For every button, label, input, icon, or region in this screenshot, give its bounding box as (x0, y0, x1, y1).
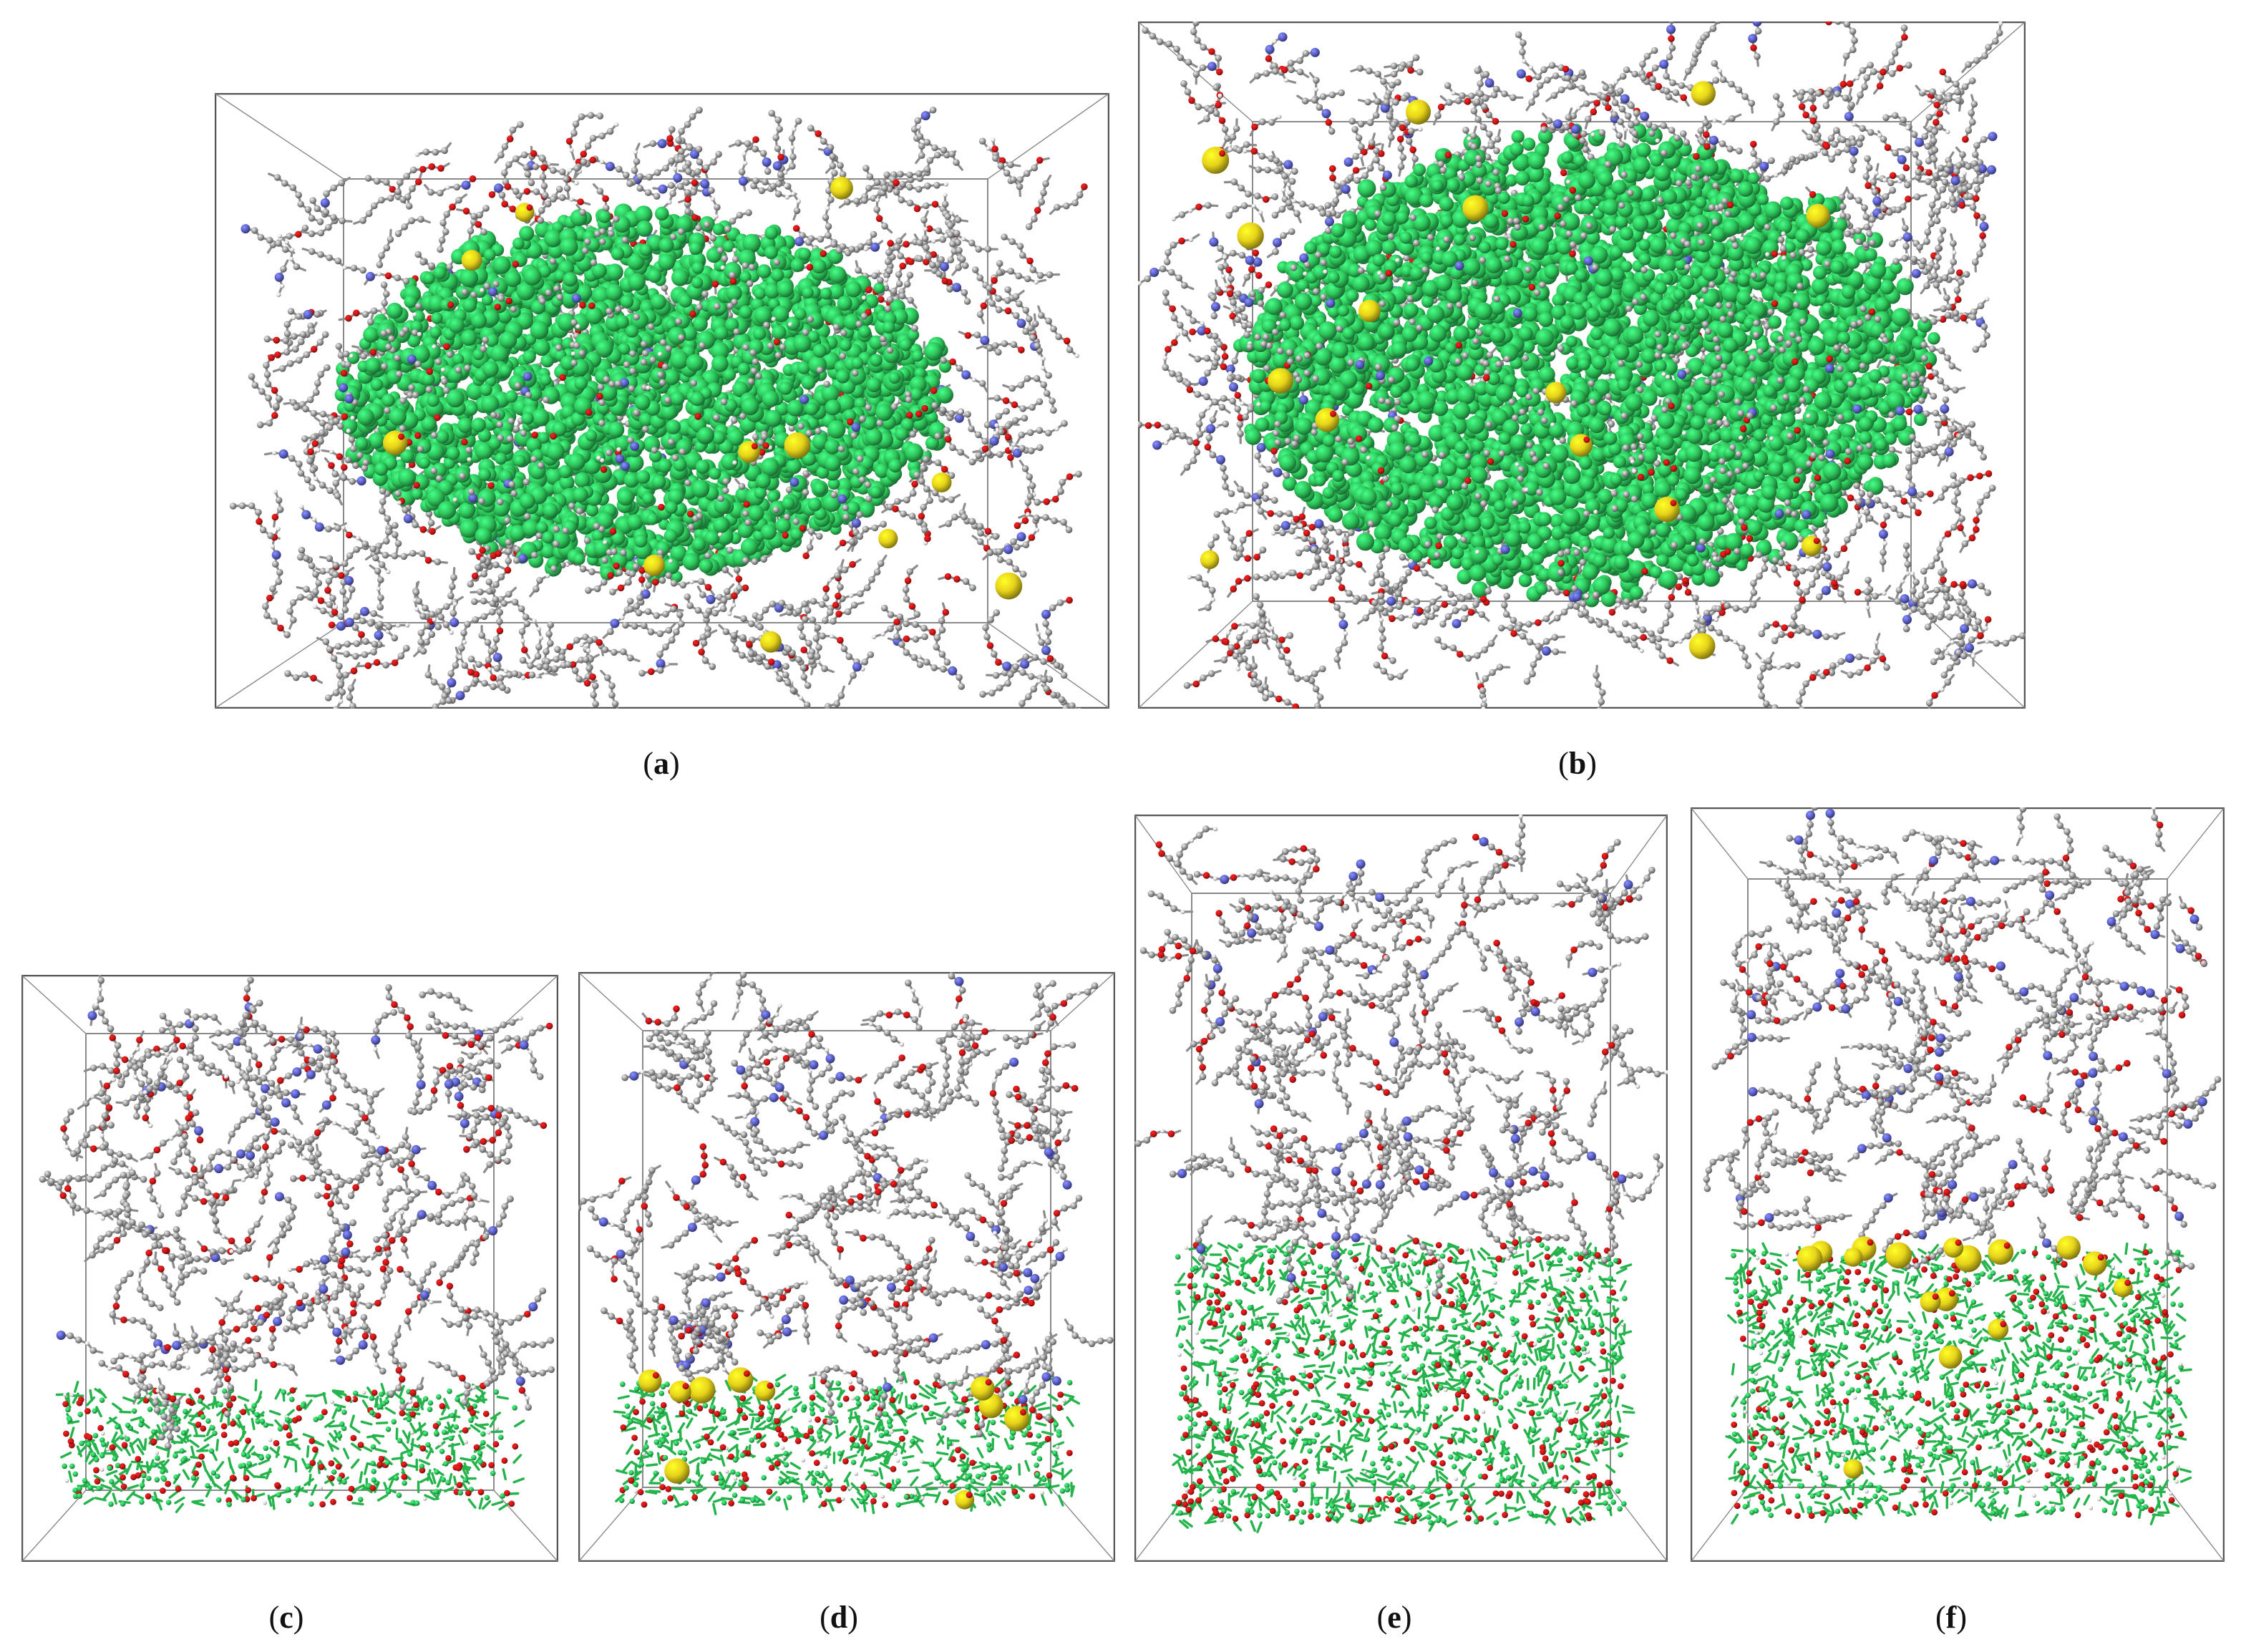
panel-e-caption: (e) (1323, 1602, 1466, 1633)
panel-d (578, 972, 1115, 1562)
panel-e (1134, 815, 1668, 1562)
simulation-box (578, 972, 1115, 1562)
panel-b-render (1138, 21, 2026, 709)
panel-e-render (1134, 815, 1668, 1562)
cation-sphere (638, 1369, 662, 1393)
polymer-atoms-front (1134, 815, 1668, 1305)
cation-sphere (970, 1376, 995, 1401)
cation-sphere (878, 528, 898, 549)
cation-sphere (1003, 1406, 1030, 1432)
panel-c-caption: (c) (215, 1602, 358, 1633)
cation-sphere (1358, 299, 1381, 322)
panel-f-render (1691, 807, 2225, 1562)
cation-sphere (1200, 550, 1220, 570)
substrate (1233, 122, 1940, 608)
cation-sphere (1237, 222, 1264, 250)
cation-sphere (1570, 434, 1593, 457)
cation-sphere (1806, 203, 1830, 228)
panel-d-label: d (830, 1600, 847, 1635)
panel-a (215, 93, 1109, 709)
polymer-atoms-front (1703, 807, 2222, 1270)
cation-sphere (1844, 1248, 1863, 1267)
cation-sphere (2082, 1251, 2107, 1276)
cation-sphere (1938, 1345, 1963, 1369)
cation-sphere (1268, 368, 1293, 394)
simulation-box (215, 93, 1109, 709)
cations (383, 176, 1023, 653)
cation-sphere (664, 1458, 690, 1484)
cations (1797, 1235, 2133, 1479)
cations (1200, 81, 1830, 659)
substrate (55, 1379, 525, 1513)
cation-sphere (1688, 633, 1716, 659)
polymer-bonds (578, 972, 1112, 1435)
polymer-atoms-front (39, 976, 555, 1449)
panel-a-label: a (653, 746, 669, 781)
substrate (1171, 1236, 1635, 1533)
panel-b (1138, 21, 2026, 709)
cation-sphere (383, 430, 408, 455)
substrate (334, 203, 954, 585)
panel-b-caption: (b) (1506, 748, 1649, 779)
cation-sphere (1545, 382, 1567, 404)
panel-b-label: b (1569, 746, 1586, 781)
cation-sphere (1843, 1459, 1863, 1479)
panel-c-render (21, 975, 558, 1562)
cation-sphere (1797, 1245, 1823, 1272)
panel-f (1691, 807, 2225, 1562)
panel-f-label: f (1946, 1600, 1957, 1635)
simulation-box (21, 975, 558, 1562)
panel-e-label: e (1387, 1600, 1401, 1635)
cation-sphere (830, 176, 853, 200)
cation-sphere (643, 554, 665, 576)
cation-sphere (1691, 81, 1716, 106)
cation-sphere (1462, 195, 1489, 221)
cations (638, 1367, 1030, 1510)
panel-c (21, 975, 558, 1562)
cation-sphere (1885, 1242, 1912, 1269)
cation-sphere (727, 1367, 754, 1393)
cation-sphere (784, 432, 811, 459)
cation-sphere (1202, 146, 1230, 174)
panel-c-label: c (279, 1600, 293, 1635)
panel-d-caption: (d) (767, 1602, 910, 1633)
panel-a-caption: (a) (590, 748, 733, 779)
cation-sphere (1315, 407, 1339, 432)
cation-sphere (1654, 496, 1680, 523)
cation-sphere (2056, 1235, 2081, 1260)
cation-sphere (1406, 99, 1431, 125)
polymer-atoms-front (578, 972, 1114, 1437)
panel-a-render (215, 93, 1109, 709)
cation-sphere (461, 250, 482, 271)
cation-sphere (759, 631, 782, 653)
panel-f-caption: (f) (1880, 1602, 2023, 1633)
cation-sphere (995, 572, 1023, 600)
panel-d-render (578, 972, 1115, 1562)
cation-sphere (931, 472, 952, 492)
cation-sphere (1988, 1239, 2014, 1265)
substrate (1725, 1242, 2192, 1525)
cation-sphere (689, 1376, 716, 1404)
